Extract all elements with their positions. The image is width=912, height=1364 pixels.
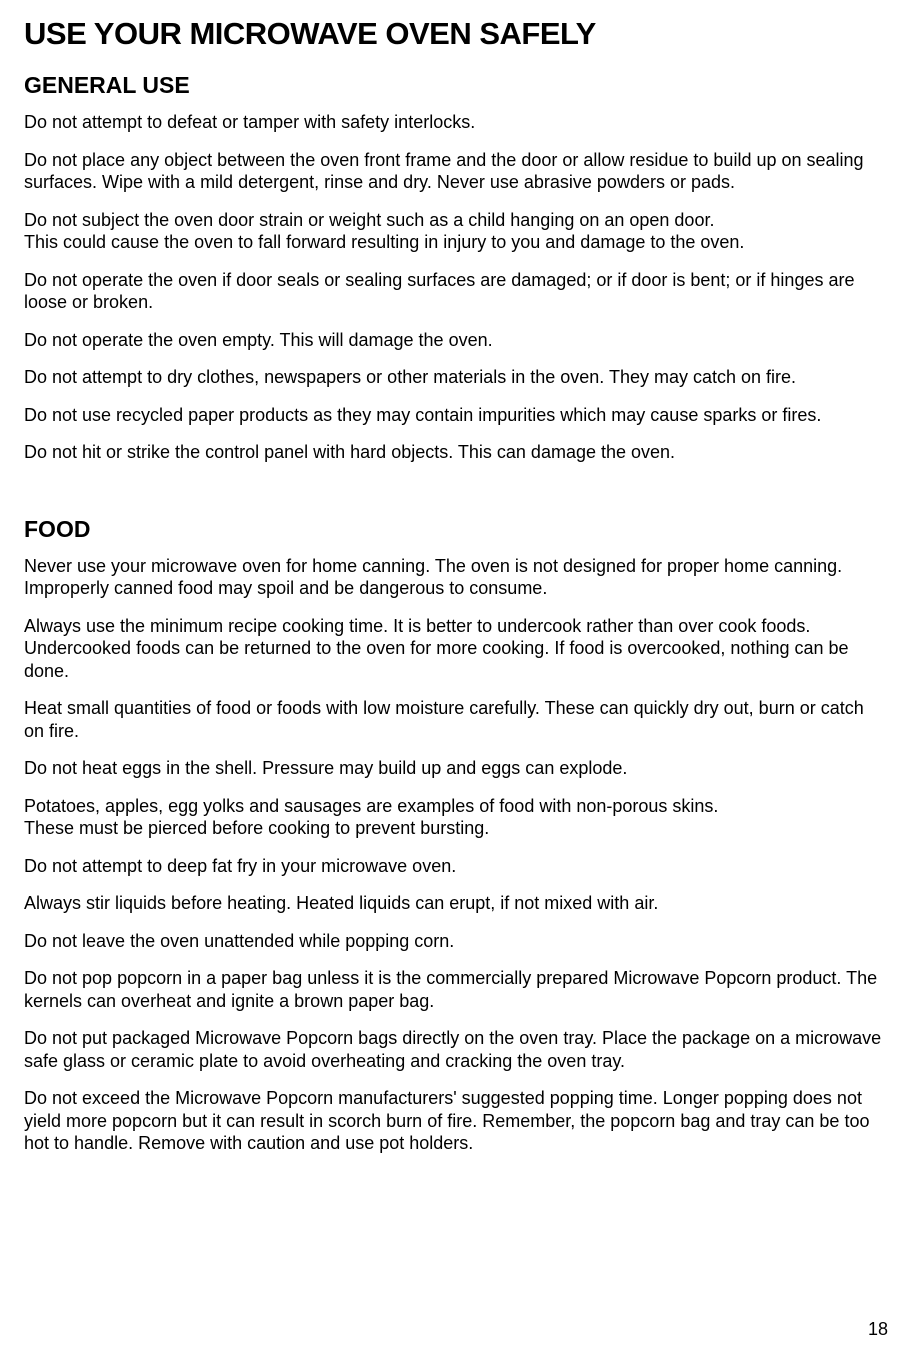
body-paragraph: Do not attempt to deep fat fry in your m… (24, 855, 888, 878)
body-paragraph: Always stir liquids before heating. Heat… (24, 892, 888, 915)
body-paragraph: Always use the minimum recipe cooking ti… (24, 615, 888, 683)
section-heading-food: FOOD (24, 516, 888, 543)
body-paragraph: Do not attempt to defeat or tamper with … (24, 111, 888, 134)
body-paragraph: Do not exceed the Microwave Popcorn manu… (24, 1087, 888, 1155)
body-paragraph: Do not operate the oven if door seals or… (24, 269, 888, 314)
page-title: USE YOUR MICROWAVE OVEN SAFELY (24, 16, 888, 52)
body-paragraph: Do not operate the oven empty. This will… (24, 329, 888, 352)
body-paragraph: Do not use recycled paper products as th… (24, 404, 888, 427)
body-paragraph: Do not put packaged Microwave Popcorn ba… (24, 1027, 888, 1072)
body-paragraph: Do not hit or strike the control panel w… (24, 441, 888, 464)
body-paragraph: Do not leave the oven unattended while p… (24, 930, 888, 953)
body-paragraph: Never use your microwave oven for home c… (24, 555, 888, 600)
body-paragraph: Do not pop popcorn in a paper bag unless… (24, 967, 888, 1012)
body-paragraph: Potatoes, apples, egg yolks and sausages… (24, 795, 888, 840)
page-number: 18 (868, 1319, 888, 1340)
section-heading-general: GENERAL USE (24, 72, 888, 99)
body-paragraph: Do not attempt to dry clothes, newspaper… (24, 366, 888, 389)
body-paragraph: Do not place any object between the oven… (24, 149, 888, 194)
body-paragraph: Do not subject the oven door strain or w… (24, 209, 888, 254)
body-paragraph: Heat small quantities of food or foods w… (24, 697, 888, 742)
body-paragraph: Do not heat eggs in the shell. Pressure … (24, 757, 888, 780)
